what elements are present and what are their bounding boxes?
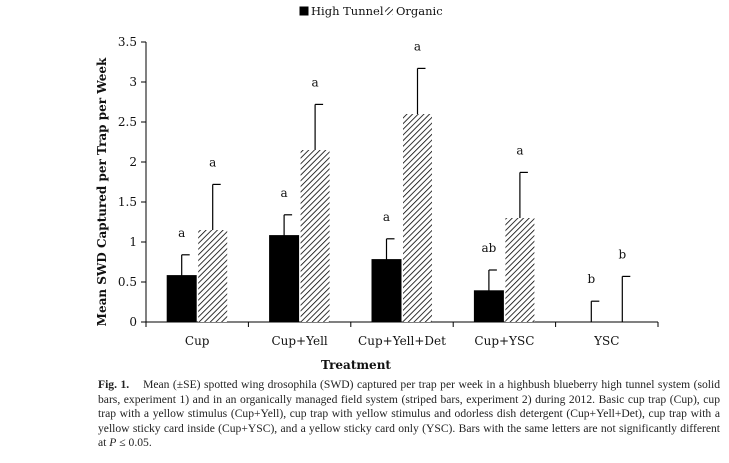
y-tick-label: 3 xyxy=(129,75,137,89)
y-tick-label: 2.5 xyxy=(118,115,137,129)
bar-high-tunnel xyxy=(269,235,300,323)
bar-organic xyxy=(505,218,535,322)
y-tick-label: 0 xyxy=(129,315,137,329)
y-tick-label: 2 xyxy=(129,155,137,169)
significance-letter: a xyxy=(516,143,523,157)
y-tick-label: 1 xyxy=(129,235,137,249)
y-tick-label: 0.5 xyxy=(118,275,137,289)
legend-swatch-high-tunnel xyxy=(299,6,309,16)
y-tick-label: 1.5 xyxy=(118,195,137,209)
bar-organic xyxy=(198,230,228,322)
significance-letter: a xyxy=(414,39,421,53)
significance-letter: b xyxy=(618,247,626,261)
bar-high-tunnel xyxy=(371,259,402,323)
x-tick-label: Cup+Yell xyxy=(271,334,327,348)
x-tick-label: Cup xyxy=(185,334,210,348)
significance-letter: a xyxy=(281,186,288,200)
legend-label-organic: Organic xyxy=(396,4,443,18)
legend-label-high-tunnel: High Tunnel xyxy=(311,4,384,18)
x-axis-label: Treatment xyxy=(321,358,391,372)
bar-organic xyxy=(300,150,330,322)
significance-letter: a xyxy=(209,155,216,169)
significance-letter: a xyxy=(312,75,319,89)
axes: 0 0.5 1 1.5 2 2.5 3 3.5 Mean SWD Captured per Tr… xyxy=(95,35,659,372)
x-tick-label: Cup+Yell+Det xyxy=(358,334,446,348)
legend: High Tunnel Organic xyxy=(299,4,443,18)
bar-organic xyxy=(403,114,432,322)
bars xyxy=(166,67,631,323)
labels: Cup a a Cup+Yell a a Cup+Yell+Det a a Cup+YSC ab a Y… xyxy=(178,39,626,348)
caption-lead: Fig. 1. xyxy=(98,378,130,391)
caption-p-symbol: P xyxy=(109,436,117,450)
x-tick-label: Cup+YSC xyxy=(474,334,534,348)
bar-high-tunnel xyxy=(166,275,197,323)
bar-chart: High Tunnel Organic 0 0.5 1 1.5 2 2.5 3 3.5 Mean … xyxy=(95,4,659,372)
y-tick-label: 3.5 xyxy=(118,35,137,49)
x-tick-label: YSC xyxy=(593,334,619,348)
y-axis-label: Mean SWD Captured per Trap per Week xyxy=(95,57,109,326)
caption-text: Mean (±SE) spotted wing drosophila (SWD)… xyxy=(98,378,720,450)
legend-swatch-organic xyxy=(385,7,393,15)
significance-letter: a xyxy=(383,210,390,224)
significance-letter: a xyxy=(178,226,185,240)
bar-high-tunnel xyxy=(473,290,504,323)
caption-text-end: ≤ 0.05. xyxy=(119,436,152,450)
significance-letter: b xyxy=(587,272,595,286)
figure-caption: Fig. 1. Mean (±SE) spotted wing drosophi… xyxy=(98,378,720,451)
significance-letter: ab xyxy=(481,241,496,255)
